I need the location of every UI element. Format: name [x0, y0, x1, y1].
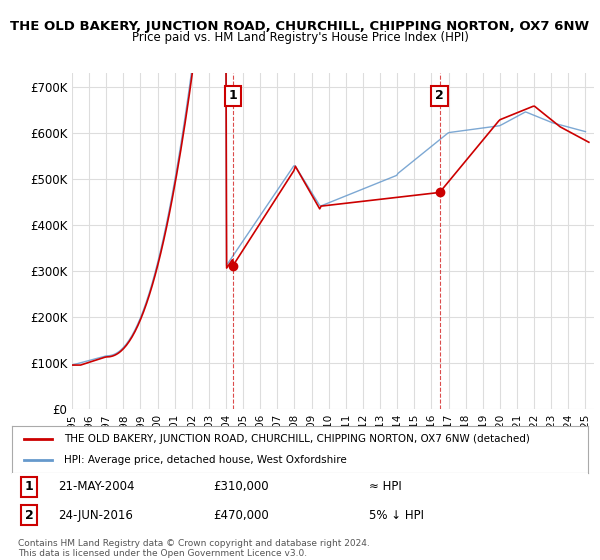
Text: 21-MAY-2004: 21-MAY-2004 [58, 480, 134, 493]
Text: THE OLD BAKERY, JUNCTION ROAD, CHURCHILL, CHIPPING NORTON, OX7 6NW: THE OLD BAKERY, JUNCTION ROAD, CHURCHILL… [10, 20, 590, 32]
Text: HPI: Average price, detached house, West Oxfordshire: HPI: Average price, detached house, West… [64, 455, 347, 465]
Text: 1: 1 [25, 480, 34, 493]
Text: ≈ HPI: ≈ HPI [369, 480, 402, 493]
Text: 2: 2 [435, 89, 444, 102]
Text: Contains HM Land Registry data © Crown copyright and database right 2024.
This d: Contains HM Land Registry data © Crown c… [18, 539, 370, 558]
Text: £310,000: £310,000 [214, 480, 269, 493]
Text: THE OLD BAKERY, JUNCTION ROAD, CHURCHILL, CHIPPING NORTON, OX7 6NW (detached): THE OLD BAKERY, JUNCTION ROAD, CHURCHILL… [64, 434, 530, 444]
Text: 24-JUN-2016: 24-JUN-2016 [58, 508, 133, 521]
Text: Price paid vs. HM Land Registry's House Price Index (HPI): Price paid vs. HM Land Registry's House … [131, 31, 469, 44]
Text: 5% ↓ HPI: 5% ↓ HPI [369, 508, 424, 521]
Text: £470,000: £470,000 [214, 508, 269, 521]
Text: 2: 2 [25, 508, 34, 521]
Text: 1: 1 [229, 89, 237, 102]
